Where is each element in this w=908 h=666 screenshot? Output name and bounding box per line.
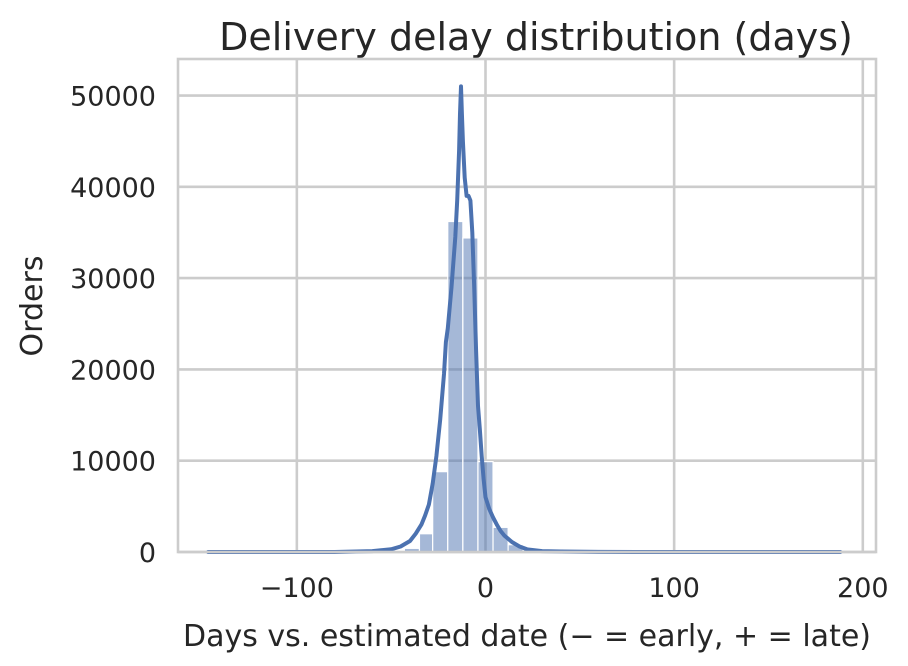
y-tick-label: 40000 — [70, 173, 156, 204]
kde-line — [206, 84, 843, 554]
histogram-bar — [447, 220, 464, 553]
y-tick-label: 0 — [139, 538, 156, 569]
histogram-bar — [477, 461, 494, 553]
y-tick-label: 10000 — [70, 447, 156, 478]
x-tick-label: −100 — [260, 573, 334, 604]
histogram-bar — [432, 471, 449, 553]
x-axis-title: Days vs. estimated date (− = early, + = … — [183, 619, 871, 654]
chart-title: Delivery delay distribution (days) — [219, 15, 853, 59]
plot-frame — [176, 57, 878, 554]
y-tick-label: 50000 — [70, 82, 156, 113]
x-tick-label: 100 — [648, 573, 700, 604]
histogram-bar — [418, 533, 434, 553]
y-tick-label: 30000 — [70, 264, 156, 295]
histogram-bars — [207, 220, 841, 553]
x-axis-ticks: −100 0 100 200 — [260, 573, 889, 604]
y-axis-ticks: 0 10000 20000 30000 40000 50000 — [70, 82, 156, 569]
x-tick-label: 0 — [477, 573, 494, 604]
x-tick-label: 200 — [837, 573, 889, 604]
y-axis-title: Orders — [15, 256, 50, 357]
kde-curve — [206, 84, 843, 554]
grid — [178, 59, 876, 554]
y-tick-label: 20000 — [70, 355, 156, 386]
